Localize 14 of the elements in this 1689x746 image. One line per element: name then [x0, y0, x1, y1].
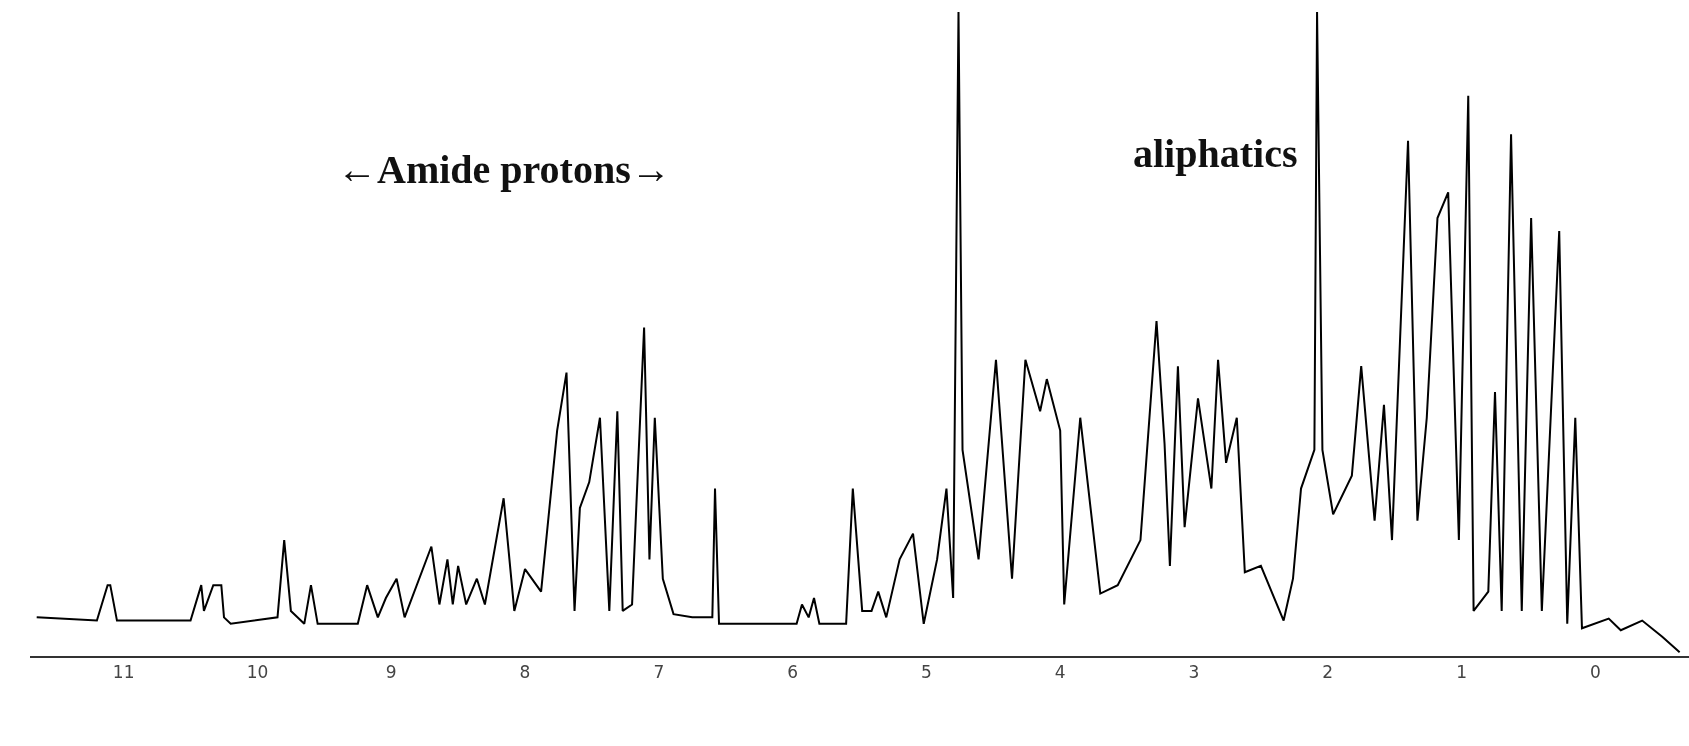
annotation: ←Amide protons→ [337, 147, 671, 192]
annotation: aliphatics [1133, 131, 1298, 176]
x-tick-label: 5 [920, 662, 932, 683]
x-tick-label: 6 [787, 662, 799, 683]
x-tick-label: 8 [519, 662, 531, 683]
x-tick-label: 1 [1456, 662, 1467, 683]
x-tick-label: 3 [1188, 662, 1200, 683]
x-tick-label: 11 [112, 662, 135, 683]
x-tick-label: 10 [246, 662, 269, 683]
x-tick-label: 4 [1054, 662, 1066, 683]
x-tick-label: 2 [1322, 662, 1334, 683]
x-tick-label: 0 [1589, 662, 1601, 683]
x-tick-label: 7 [653, 662, 665, 683]
x-tick-label: 9 [385, 662, 397, 683]
